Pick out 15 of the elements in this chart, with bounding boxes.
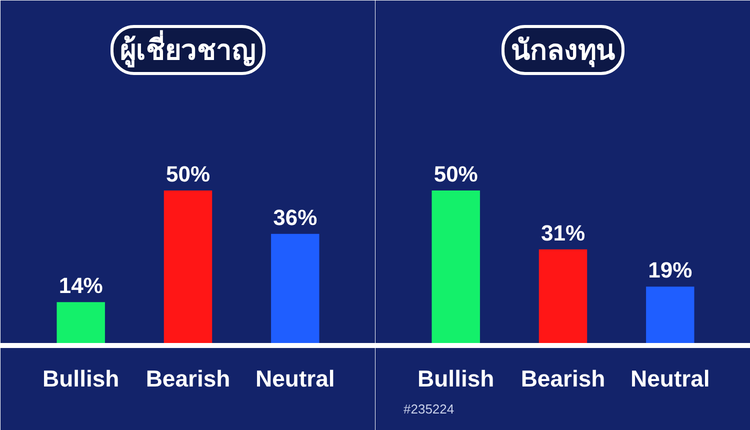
data-label: 50%: [434, 162, 478, 187]
data-label: 19%: [648, 258, 692, 283]
x-tick-label: Bearish: [146, 366, 230, 392]
x-tick-label: Bearish: [520, 366, 606, 392]
chart-title: ผู้เชี่ยวชาญ: [120, 30, 256, 68]
data-label: 50%: [166, 162, 210, 187]
x-tick-label: Neutral: [256, 366, 335, 392]
x-tick-label: Neutral: [630, 366, 710, 392]
x-tick-label: Bullish: [42, 366, 120, 392]
chart-title: นักลงทุน: [511, 34, 615, 68]
data-label: 14%: [58, 273, 103, 298]
x-tick-label: Bullish: [418, 366, 494, 392]
data-label: 36%: [273, 204, 318, 230]
text: #235224: [404, 402, 454, 416]
data-label: 31%: [540, 220, 586, 246]
